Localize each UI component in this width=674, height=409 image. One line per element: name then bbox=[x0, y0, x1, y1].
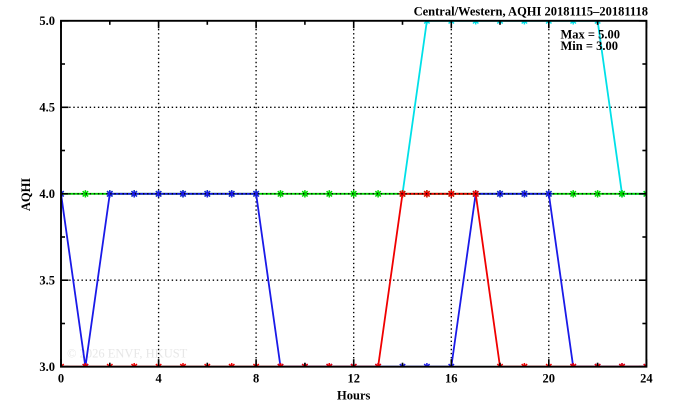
svg-text:4.5: 4.5 bbox=[39, 101, 55, 115]
svg-text:24: 24 bbox=[640, 372, 653, 386]
svg-text:Hours: Hours bbox=[337, 389, 370, 403]
svg-text:3.0: 3.0 bbox=[39, 360, 55, 374]
svg-text:16: 16 bbox=[445, 372, 458, 386]
svg-text:3.5: 3.5 bbox=[39, 274, 55, 288]
svg-text:0: 0 bbox=[58, 372, 64, 386]
svg-text:20: 20 bbox=[543, 372, 556, 386]
svg-text:Max = 5.00: Max = 5.00 bbox=[561, 28, 621, 42]
svg-text:AQHI: AQHI bbox=[19, 178, 33, 211]
svg-text:4.0: 4.0 bbox=[39, 187, 55, 201]
svg-text:12: 12 bbox=[347, 372, 360, 386]
svg-text:8: 8 bbox=[253, 372, 259, 386]
svg-text:5.0: 5.0 bbox=[39, 14, 55, 28]
svg-text:© 2026 ENVF, HKUST: © 2026 ENVF, HKUST bbox=[67, 347, 188, 361]
svg-text:4: 4 bbox=[155, 372, 162, 386]
svg-text:Min = 3.00: Min = 3.00 bbox=[561, 39, 618, 53]
svg-text:Central/Western, AQHI 20181115: Central/Western, AQHI 20181115–20181118 bbox=[414, 5, 648, 19]
